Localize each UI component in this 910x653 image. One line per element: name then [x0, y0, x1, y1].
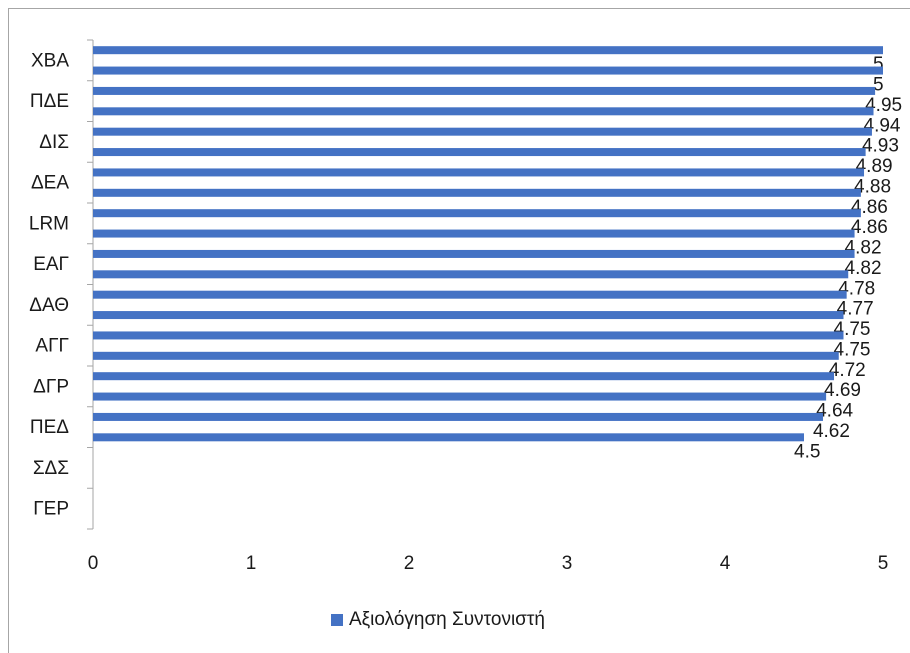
data-label: 4.72 — [829, 360, 866, 381]
category-label: ΔΓΡ — [33, 376, 69, 397]
data-label: 4.75 — [834, 339, 871, 360]
bar — [93, 148, 866, 157]
bar — [93, 290, 847, 299]
bar — [93, 331, 844, 340]
category-label: LRM — [29, 213, 69, 234]
category-label: ΔΙΣ — [39, 132, 69, 153]
bar — [93, 127, 872, 136]
data-label: 4.77 — [837, 299, 874, 320]
bar — [93, 372, 835, 381]
category-label: ΠΕΔ — [30, 417, 69, 438]
data-label: 4.94 — [864, 115, 901, 136]
bar — [93, 209, 861, 218]
data-label: 4.78 — [838, 278, 875, 299]
data-label: 5 — [873, 54, 884, 75]
bar — [93, 249, 855, 258]
category-label: ΠΔΕ — [30, 91, 69, 112]
data-label: 5 — [873, 75, 884, 96]
data-label: 4.69 — [824, 380, 861, 401]
category-label: ΓΕΡ — [33, 499, 69, 520]
bar — [93, 412, 823, 421]
bar — [93, 311, 844, 320]
x-tick-label: 2 — [404, 553, 415, 574]
bar — [93, 188, 861, 197]
x-tick-label: 5 — [878, 553, 889, 574]
bar — [93, 229, 855, 238]
legend-swatch — [331, 614, 343, 626]
legend-label: Αξιολόγηση Συντονιστή — [349, 609, 545, 630]
data-label: 4.82 — [845, 258, 882, 279]
bar — [93, 392, 827, 401]
data-label: 4.86 — [851, 217, 888, 238]
x-tick-label: 4 — [720, 553, 731, 574]
x-tick-label: 1 — [246, 553, 257, 574]
category-label: ΣΔΣ — [33, 458, 69, 479]
bar — [93, 107, 874, 116]
data-label: 4.5 — [794, 441, 820, 462]
legend: Αξιολόγηση Συντονιστή — [331, 608, 545, 632]
data-label: 4.89 — [856, 156, 893, 177]
bar — [93, 66, 883, 75]
data-label: 4.93 — [862, 136, 899, 157]
data-label: 4.88 — [854, 176, 891, 197]
category-label: ΔΑΘ — [29, 295, 69, 316]
category-label: ΔΕΑ — [31, 173, 69, 194]
chart-frame — [8, 8, 910, 653]
data-label: 4.95 — [865, 95, 902, 116]
bar — [93, 86, 876, 95]
category-label: ΧΒΑ — [31, 50, 69, 71]
bar — [93, 168, 865, 177]
category-label: ΑΓΓ — [35, 336, 69, 357]
bar — [93, 433, 804, 442]
data-label: 4.62 — [813, 421, 850, 442]
data-label: 4.64 — [816, 401, 853, 422]
x-tick-label: 3 — [562, 553, 573, 574]
x-tick-label: 0 — [88, 553, 99, 574]
category-label: ΕΑΓ — [33, 254, 69, 275]
bar — [93, 351, 839, 360]
bar — [93, 270, 849, 279]
bar — [93, 46, 883, 55]
